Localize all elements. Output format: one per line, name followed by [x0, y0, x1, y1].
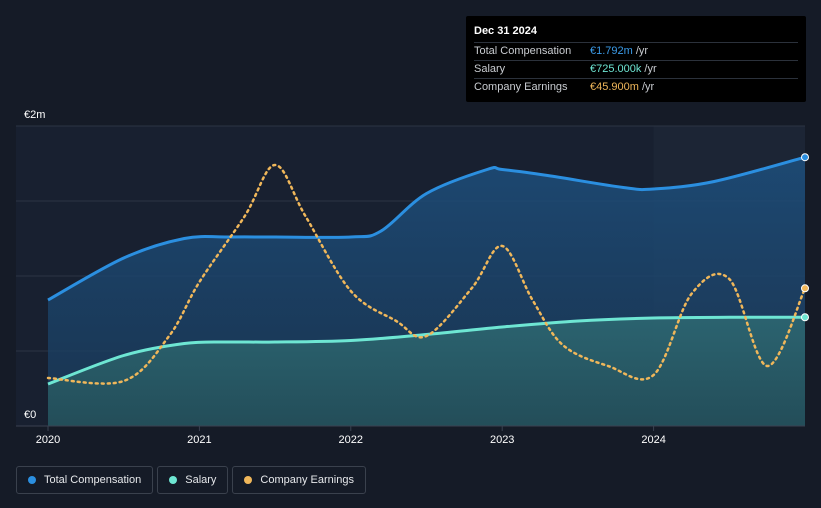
tooltip-row-total-compensation: Total Compensation €1.792m /yr [474, 42, 798, 60]
tooltip-date: Dec 31 2024 [474, 25, 537, 37]
tooltip-label: Total Compensation [474, 45, 572, 57]
x-tick-label: 2020 [36, 434, 60, 446]
legend-item-total-compensation[interactable]: Total Compensation [16, 466, 154, 494]
legend-label: Total Compensation [44, 474, 142, 486]
tooltip-label: Salary [474, 63, 506, 75]
x-tick-label: 2024 [641, 434, 665, 446]
legend-item-salary[interactable]: Salary [157, 466, 229, 494]
tooltip-value: €725.000k [590, 63, 642, 75]
tooltip-unit: /yr [641, 81, 655, 93]
y-tick-label-bottom: €0 [24, 409, 36, 421]
x-tick-label: 2023 [490, 434, 514, 446]
series-end-markers [801, 153, 809, 322]
legend-item-company-earnings[interactable]: Company Earnings [232, 466, 366, 494]
y-tick-label-top: €2m [24, 109, 45, 121]
salary-area [48, 317, 805, 426]
tooltip-label: Company Earnings [474, 81, 568, 93]
x-tick-label: 2021 [187, 434, 211, 446]
company-earnings-line [46, 163, 807, 385]
legend-label: Company Earnings [260, 474, 354, 486]
salary-end-marker [801, 313, 809, 322]
salary-line [47, 315, 806, 386]
tooltip-value: €1.792m [590, 45, 633, 57]
tooltip-value: €45.900m [590, 81, 639, 93]
tooltip-unit: /yr [635, 45, 649, 57]
legend-dot-icon [244, 476, 253, 484]
tooltip: Dec 31 2024 Total Compensation €1.792m /… [466, 16, 806, 102]
x-ticks: 2020 2021 2022 2023 2024 [36, 426, 666, 446]
x-tick-label: 2022 [339, 434, 363, 446]
tooltip-row-salary: Salary €725.000k /yr [474, 60, 798, 78]
total-compensation-line [47, 155, 806, 302]
chart-plot: 2020 2021 2022 2023 2024 €2m €0 [16, 109, 809, 446]
legend-label: Salary [185, 474, 217, 486]
tooltip-row-company-earnings: Company Earnings €45.900m /yr [474, 78, 798, 96]
tooltip-unit: /yr [644, 63, 657, 75]
legend: Total Compensation Salary Company Earnin… [16, 466, 370, 494]
company-earnings-end-marker [801, 284, 809, 293]
legend-dot-icon [28, 476, 36, 484]
legend-dot-icon [169, 476, 178, 484]
total-compensation-end-marker [801, 153, 809, 162]
